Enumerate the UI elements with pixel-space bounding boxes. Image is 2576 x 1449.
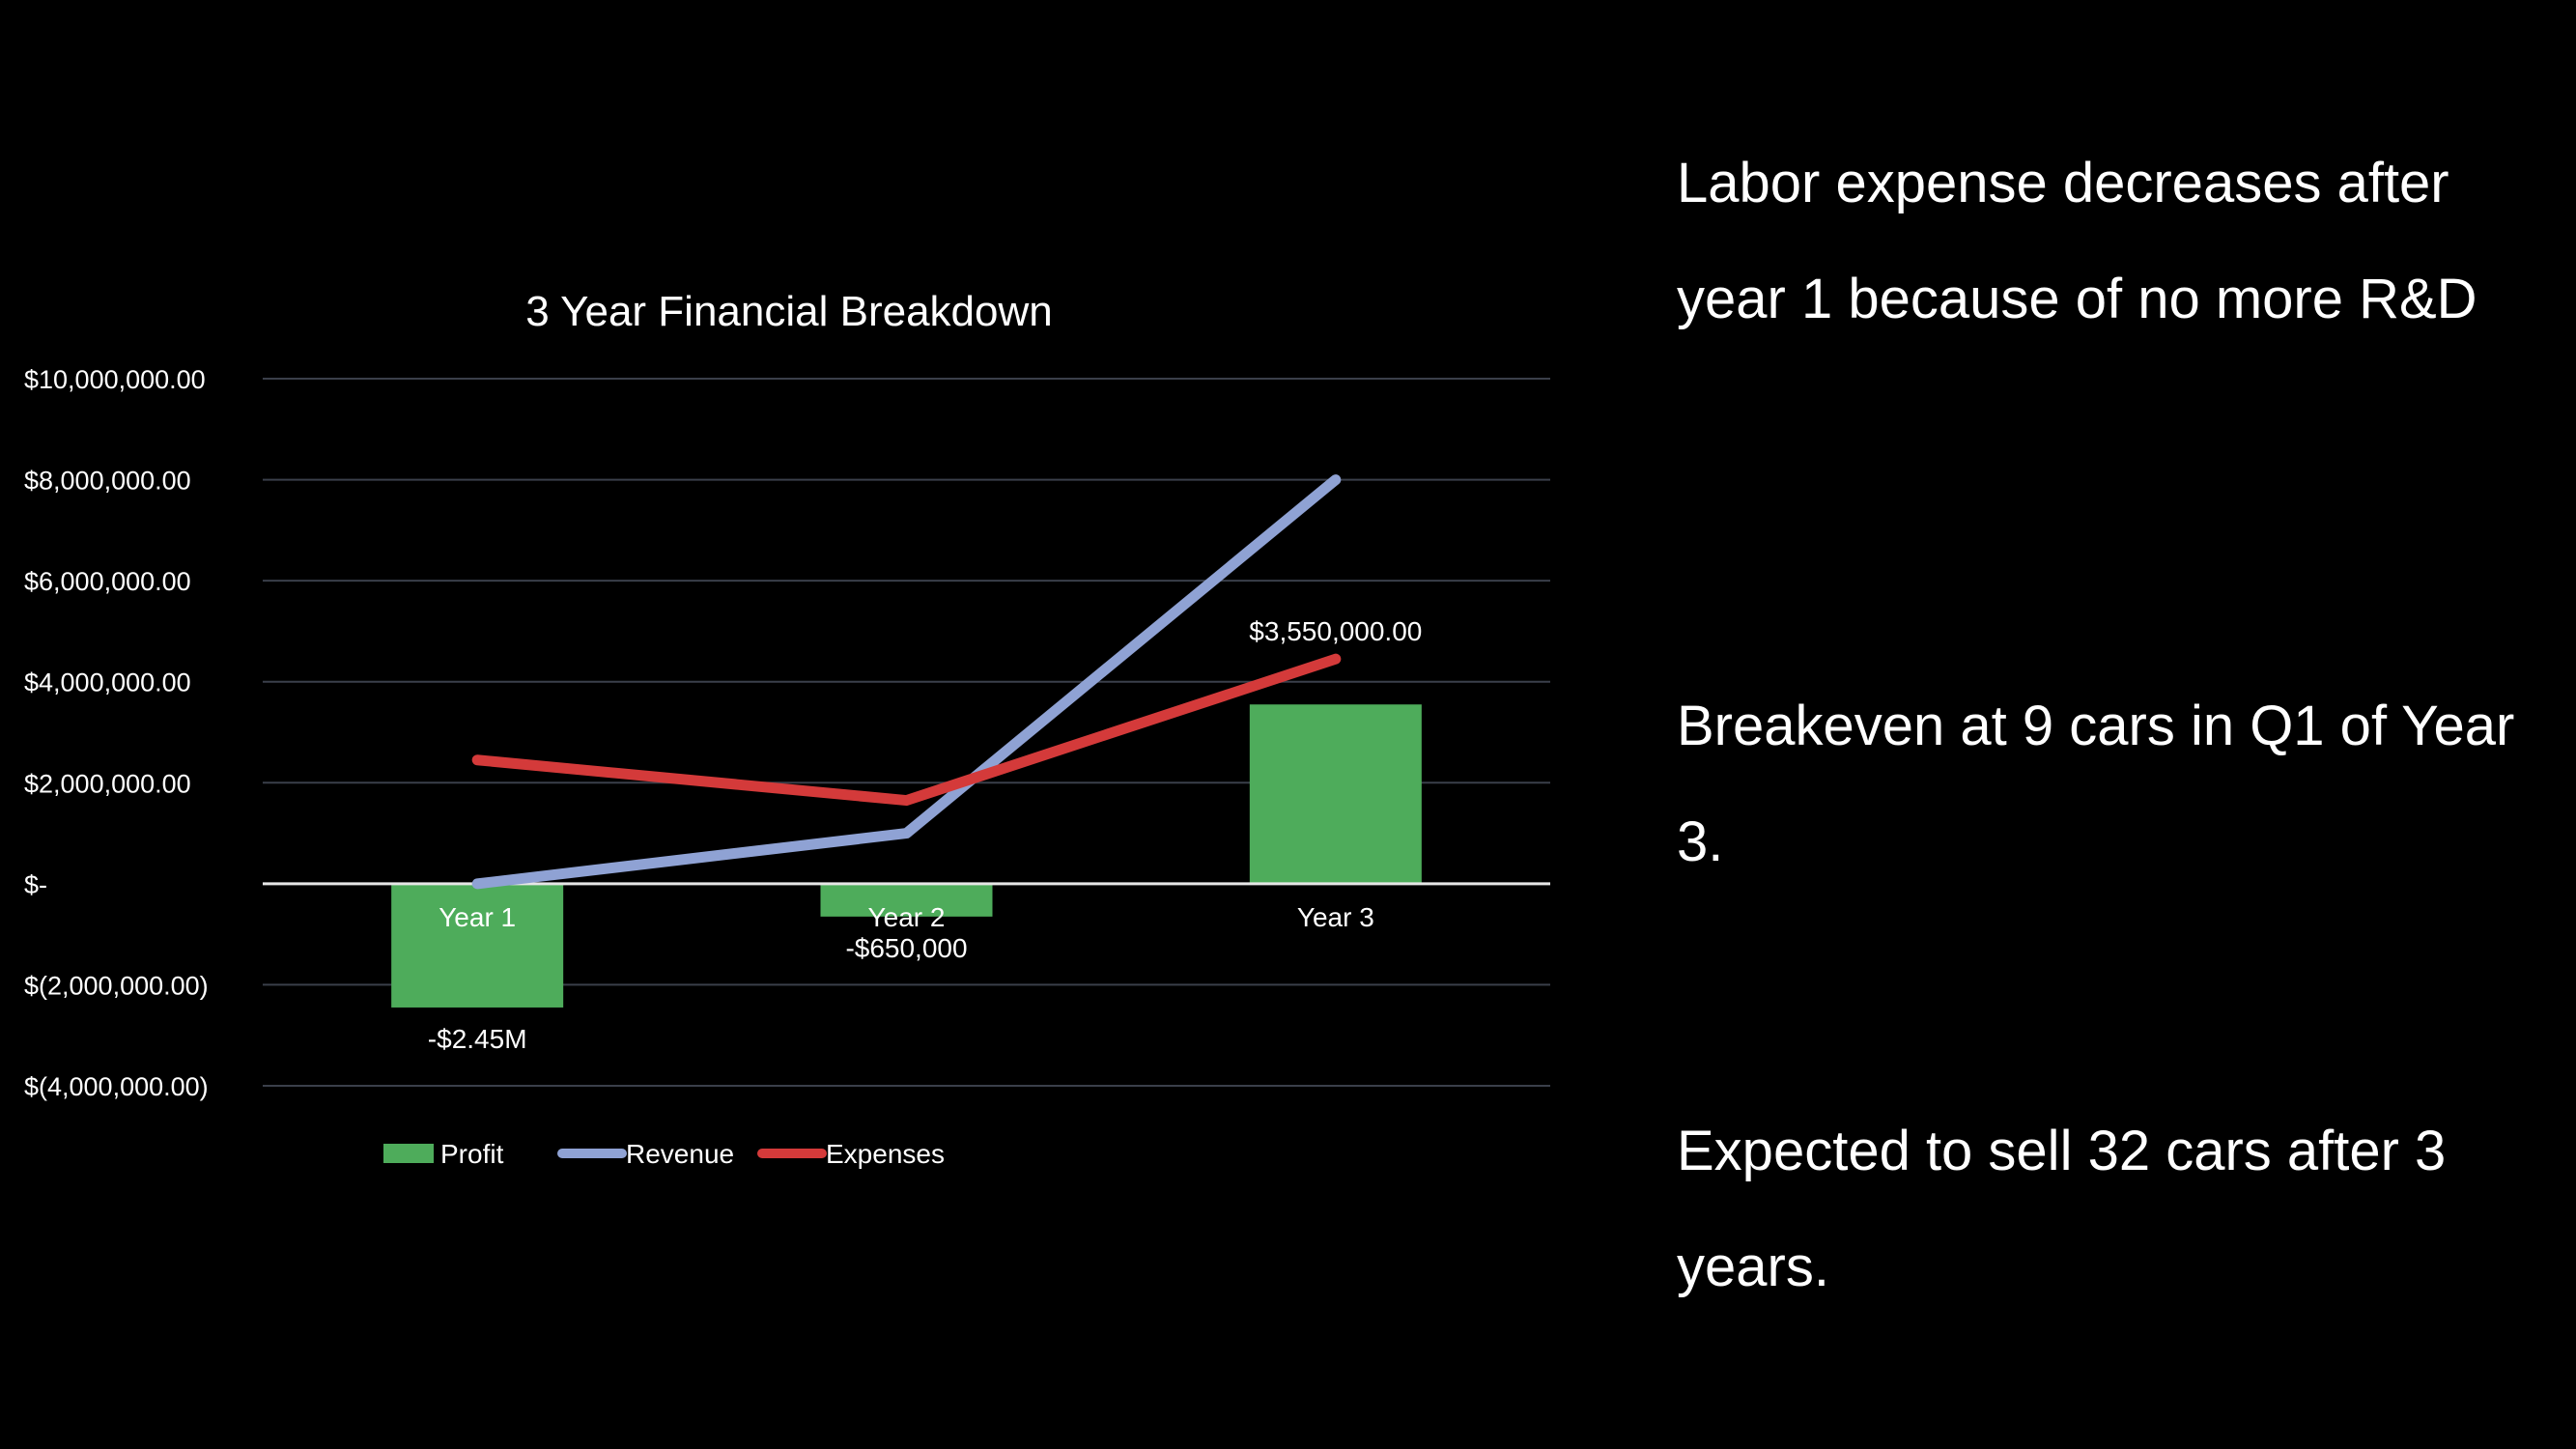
y-tick-label: $10,000,000.00 [24,365,206,394]
y-tick-label: $4,000,000.00 [24,668,191,697]
legend-label-expenses: Expenses [826,1139,945,1169]
profit-bars [391,704,1422,1008]
profit-bar [391,883,564,1008]
chart-labels: $10,000,000.00 $8,000,000.00 $6,000,000.00… [24,365,1422,1101]
profit-bar [1249,704,1422,884]
series-line-expenses [471,653,1342,807]
y-tick-label: $6,000,000.00 [24,567,191,596]
x-tick-label: Year 1 [439,902,516,932]
series-lines [471,474,1342,890]
y-tick-label: $8,000,000.00 [24,467,191,496]
y-tick-label: $2,000,000.00 [24,769,191,798]
financial-chart: $10,000,000.00 $8,000,000.00 $6,000,000.00… [24,288,1550,1169]
note-expected-sales: Expected to sell 32 cars after 3 years. [1677,1120,2447,1298]
y-tick-label: $(4,000,000.00) [24,1072,209,1101]
legend: Profit Revenue Expenses [383,1139,945,1169]
data-label: -$2.45M [428,1024,527,1054]
legend-swatch-profit [383,1144,434,1163]
legend-label-revenue: Revenue [626,1139,734,1169]
series-line-revenue [471,474,1342,890]
data-label: -$650,000 [845,933,967,963]
profit-bar [820,883,993,917]
note-labor-expense: Labor expense decreases after year 1 bec… [1677,152,2477,330]
legend-label-profit: Profit [440,1139,504,1169]
chart-title: 3 Year Financial Breakdown [525,288,1052,335]
x-tick-label: Year 2 [868,902,946,932]
y-tick-label: $(2,000,000.00) [24,971,209,1000]
x-tick-label: Year 3 [1297,902,1374,932]
note-breakeven: Breakeven at 9 cars in Q1 of Year 3. [1677,695,2515,873]
y-tick-label: $- [24,870,47,899]
data-label: $3,550,000.00 [1249,616,1422,646]
